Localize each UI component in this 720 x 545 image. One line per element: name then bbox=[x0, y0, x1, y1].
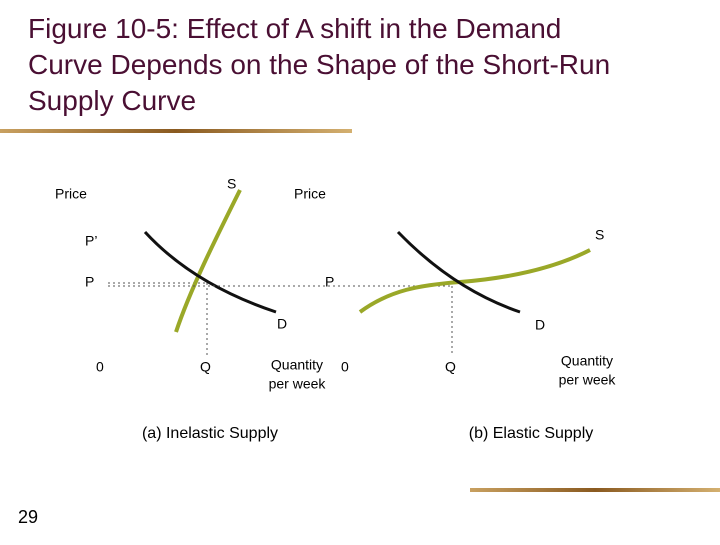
title-line: Figure 10-5: Effect of A shift in the De… bbox=[28, 13, 561, 44]
panel-b: Price S P D 0 Q Quantity per week (b) El… bbox=[108, 186, 617, 442]
caption: (b) Elastic Supply bbox=[469, 425, 594, 442]
demand-curve bbox=[396, 230, 521, 314]
quantity-label: Q bbox=[445, 359, 456, 375]
origin-label: 0 bbox=[96, 359, 104, 375]
decor-bar bbox=[0, 129, 352, 133]
title-line: Supply Curve bbox=[28, 85, 196, 116]
title-line: Curve Depends on the Shape of the Short-… bbox=[28, 49, 610, 80]
axis-label: Price bbox=[294, 186, 326, 202]
axis-label: Quantity bbox=[561, 353, 613, 369]
caption: (a) Inelastic Supply bbox=[142, 425, 278, 442]
curve-label: D bbox=[277, 316, 287, 332]
axis-label: Quantity bbox=[271, 357, 323, 373]
axis-label: per week bbox=[559, 372, 617, 388]
origin-label: 0 bbox=[341, 359, 349, 375]
axis-label: Price bbox=[55, 186, 87, 202]
axis-label: per week bbox=[269, 376, 327, 392]
panel-a: Price S P’ P D 0 Q Quantity per week (a)… bbox=[55, 176, 326, 443]
decor-bar bbox=[470, 488, 720, 492]
demand-curve bbox=[143, 230, 277, 314]
supply-curve bbox=[358, 248, 591, 314]
price-label: P bbox=[325, 274, 334, 290]
curve-label: D bbox=[535, 317, 545, 333]
supply-curve bbox=[174, 189, 242, 333]
curve-label: S bbox=[595, 227, 604, 243]
quantity-label: Q bbox=[200, 359, 211, 375]
price-label: P’ bbox=[85, 233, 97, 249]
price-label: P bbox=[85, 274, 94, 290]
slide-number: 29 bbox=[18, 507, 38, 527]
curve-label: S bbox=[227, 176, 236, 192]
